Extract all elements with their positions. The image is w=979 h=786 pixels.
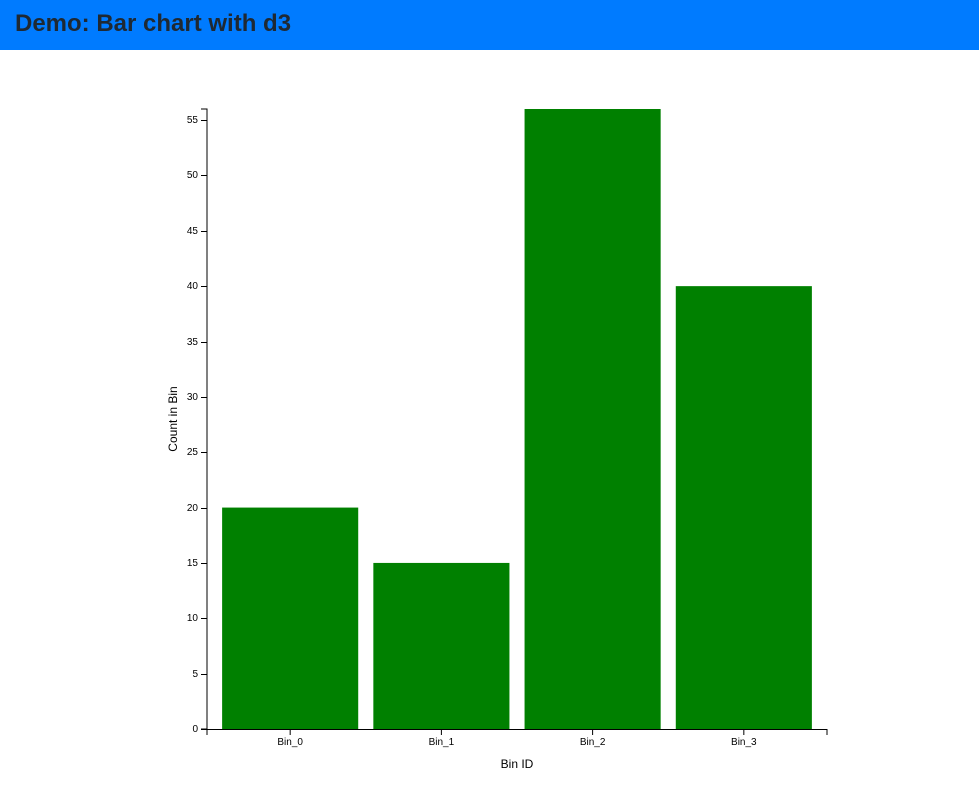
- x-tick-label: Bin_2: [580, 737, 606, 748]
- x-tick-label: Bin_0: [277, 737, 303, 748]
- bars-group: [222, 109, 812, 729]
- y-tick-label: 10: [187, 613, 199, 624]
- bar-bin-0: [222, 507, 359, 729]
- page-header: Demo: Bar chart with d3: [0, 0, 979, 50]
- y-tick-label: 55: [187, 115, 199, 126]
- x-axis-title: Bin ID: [501, 757, 534, 771]
- y-axis-line: [201, 108, 208, 730]
- y-tick-label: 0: [192, 724, 198, 735]
- x-axis: Bin_0 Bin_1 Bin_2 Bin_3: [206, 729, 828, 748]
- page-title: Demo: Bar chart with d3: [15, 10, 292, 37]
- x-axis-line: [206, 729, 828, 735]
- bar-bin-3: [675, 286, 812, 729]
- x-tick-label: Bin_1: [429, 737, 455, 748]
- y-tick-label: 35: [187, 337, 199, 348]
- y-axis: 0 5 10 15 20 25 30 35 40 45 50 55: [187, 108, 208, 735]
- y-tick-label: 15: [187, 558, 199, 569]
- y-tick-label: 25: [187, 447, 199, 458]
- x-tick-label: Bin_3: [731, 737, 757, 748]
- y-tick-label: 5: [192, 669, 198, 680]
- y-tick-label: 30: [187, 392, 199, 403]
- y-axis-title: Count in Bin: [166, 386, 180, 451]
- y-tick-label: 50: [187, 170, 199, 181]
- bar-bin-2: [524, 109, 661, 729]
- bar-bin-1: [373, 562, 510, 729]
- y-tick-label: 40: [187, 281, 199, 292]
- y-tick-label: 45: [187, 226, 199, 237]
- y-tick-label: 20: [187, 503, 199, 514]
